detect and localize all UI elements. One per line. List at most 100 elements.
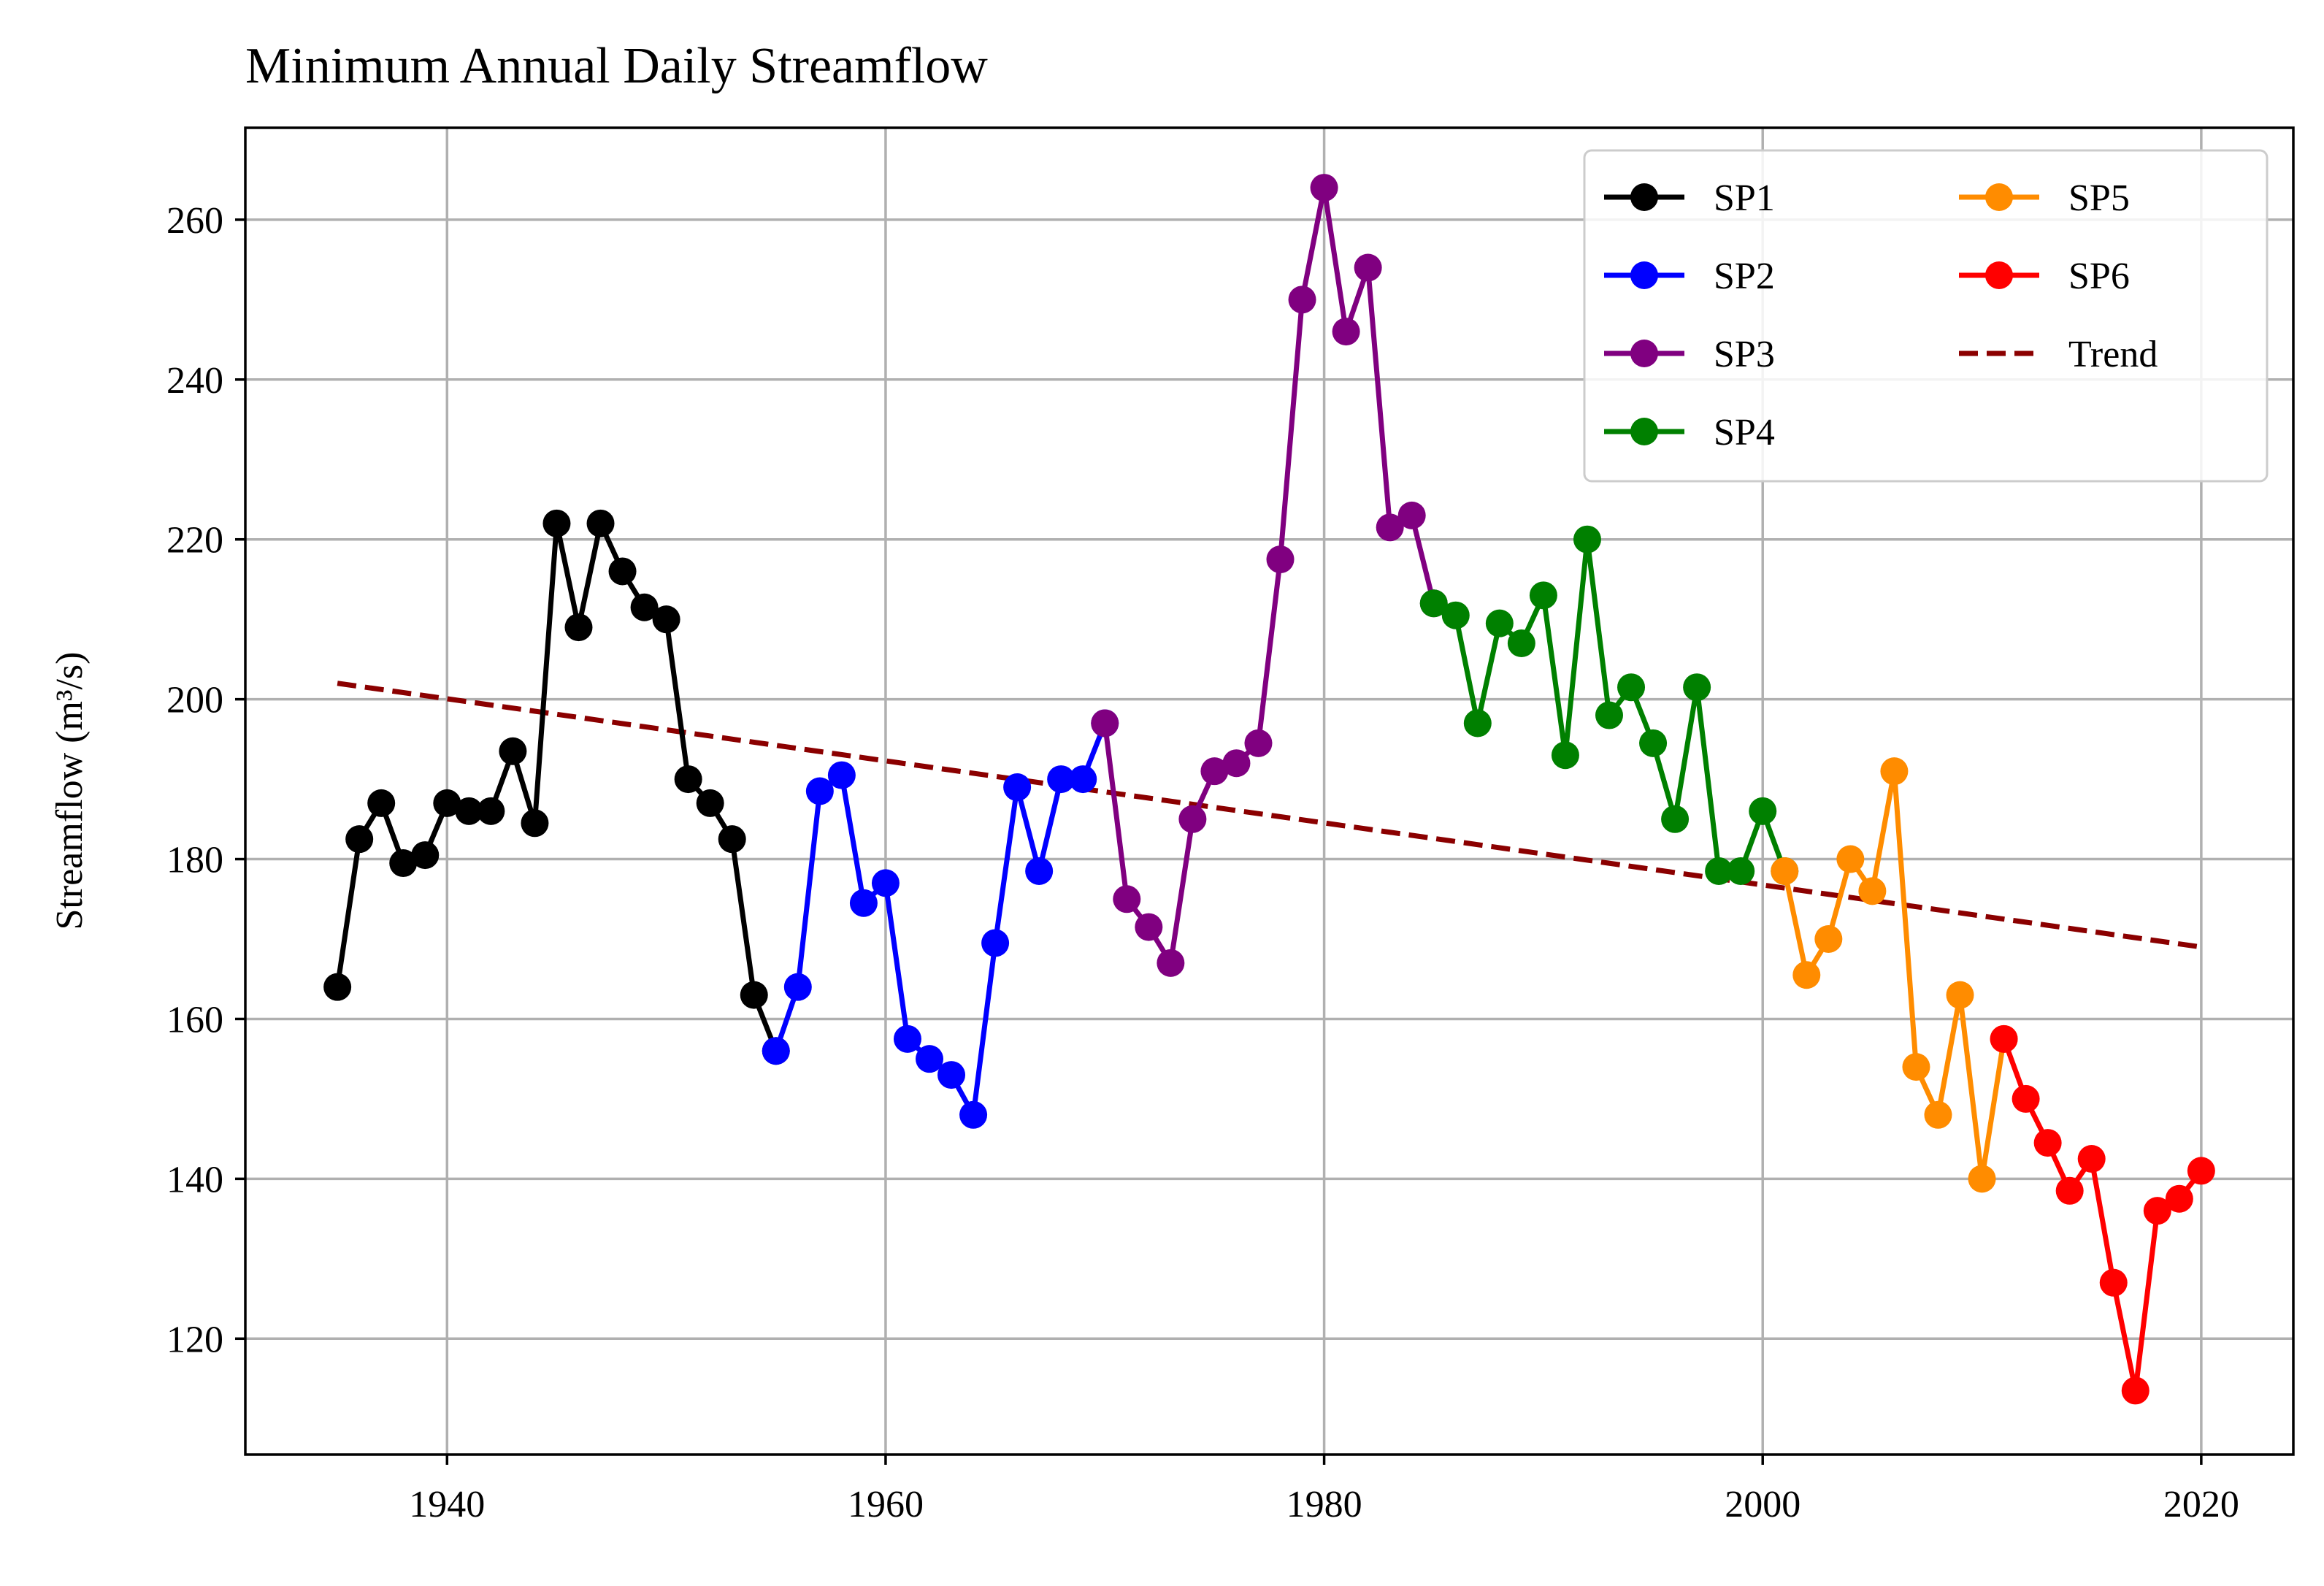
data-point: [1880, 757, 1909, 786]
data-point: [740, 981, 768, 1009]
data-point: [477, 797, 505, 825]
data-point: [323, 973, 352, 1001]
legend-entry: SP4: [1604, 412, 1775, 453]
legend-swatch-marker: [1630, 183, 1658, 211]
data-point: [499, 737, 527, 765]
data-point: [1069, 765, 1097, 794]
x-tick-label: 1940: [409, 1484, 485, 1525]
data-point: [1463, 709, 1492, 738]
data-point: [674, 765, 702, 794]
data-point: [1529, 581, 1557, 610]
data-point: [1946, 981, 1974, 1009]
trend-layer: [337, 681, 2202, 950]
data-point: [1858, 877, 1887, 905]
data-point: [389, 849, 418, 878]
legend-label: SP3: [1714, 334, 1775, 375]
data-point: [411, 841, 440, 870]
data-point: [1003, 773, 1032, 802]
legend-swatch-marker: [1630, 418, 1658, 445]
legend-box: [1583, 149, 2269, 483]
series-line: [1102, 185, 1437, 966]
x-tick-label: 2020: [2163, 1484, 2239, 1525]
y-tick-label: 260: [166, 200, 223, 242]
data-point: [1661, 805, 1690, 833]
data-point: [1332, 318, 1360, 346]
y-tick-label: 240: [166, 360, 223, 402]
data-point: [1157, 949, 1185, 977]
data-point: [871, 869, 900, 897]
data-point: [783, 973, 812, 1001]
data-point: [893, 1024, 921, 1053]
x-tick-label: 1960: [848, 1484, 924, 1525]
data-point: [916, 1045, 944, 1073]
y-tick-label: 200: [166, 680, 223, 721]
series-sp3: [1091, 174, 1448, 977]
data-point: [696, 789, 724, 817]
legend-swatch-marker: [1630, 261, 1658, 289]
data-point: [630, 593, 659, 621]
series-layer: [323, 174, 2215, 1405]
data-point: [1135, 913, 1163, 941]
data-point: [937, 1061, 966, 1089]
series-sp4: [1419, 525, 1799, 885]
data-point: [2033, 1129, 2062, 1157]
data-point: [1990, 1024, 2018, 1053]
data-point: [1595, 701, 1623, 729]
legend-entry: SP5: [1959, 177, 2130, 219]
plot-frame: [244, 126, 2295, 1456]
data-point: [345, 825, 374, 854]
legend-label: SP4: [1714, 412, 1775, 453]
data-point: [521, 809, 549, 838]
legend: SP1 SP2 SP3 SP4 SP5 SP6 Trend: [1583, 149, 2269, 483]
y-axis-label: Streamflow (m³/s): [49, 652, 91, 930]
data-point: [2143, 1197, 2171, 1225]
data-point: [2165, 1184, 2193, 1213]
series-sp1: [323, 509, 790, 1065]
x-tick-label: 1980: [1286, 1484, 1362, 1525]
data-point: [652, 605, 680, 634]
legend-entry: SP3: [1604, 334, 1775, 375]
x-tick-label: 2000: [1725, 1484, 1800, 1525]
data-point: [542, 509, 571, 537]
legend-swatch-marker: [1985, 183, 2013, 211]
data-point: [1441, 601, 1470, 629]
data-point: [1705, 857, 1733, 885]
data-point: [1178, 805, 1207, 833]
data-point: [718, 825, 746, 854]
data-point: [1419, 589, 1448, 618]
data-point: [1397, 501, 1426, 529]
data-point: [2099, 1268, 2128, 1297]
legend-label: SP2: [1714, 256, 1775, 297]
y-tick-label: 140: [166, 1159, 223, 1200]
series-sp5: [1771, 757, 2018, 1193]
data-point: [1310, 174, 1338, 202]
data-point: [1354, 253, 1382, 282]
data-point: [1091, 709, 1119, 738]
legend-swatch-marker: [1985, 261, 2013, 289]
data-point: [1113, 885, 1141, 913]
data-point: [1266, 545, 1295, 574]
axis-ticks: 1940 1960 1980 2000 2020 120 140 160 180 200 220 24…: [166, 200, 2239, 1525]
data-point: [2055, 1176, 2084, 1205]
legend-label: SP1: [1714, 177, 1775, 219]
data-point: [1727, 857, 1755, 885]
data-point: [1244, 729, 1273, 757]
data-point: [1551, 741, 1579, 770]
legend-swatch-marker: [1630, 340, 1658, 367]
data-point: [1025, 857, 1054, 885]
chart-title: Minimum Annual Daily Streamflow: [245, 38, 988, 94]
y-tick-label: 160: [166, 999, 223, 1041]
legend-label: SP5: [2068, 177, 2130, 219]
gridlines: [245, 128, 2293, 1455]
y-tick-label: 220: [166, 520, 223, 562]
legend-entry: SP6: [1959, 256, 2130, 297]
data-point: [433, 789, 461, 817]
data-point: [1222, 749, 1251, 778]
data-point: [1771, 857, 1799, 885]
data-point: [981, 929, 1010, 957]
data-point: [1376, 513, 1404, 542]
data-point: [2121, 1376, 2149, 1405]
data-point: [959, 1100, 988, 1129]
data-point: [1683, 673, 1711, 702]
data-point: [367, 789, 396, 817]
